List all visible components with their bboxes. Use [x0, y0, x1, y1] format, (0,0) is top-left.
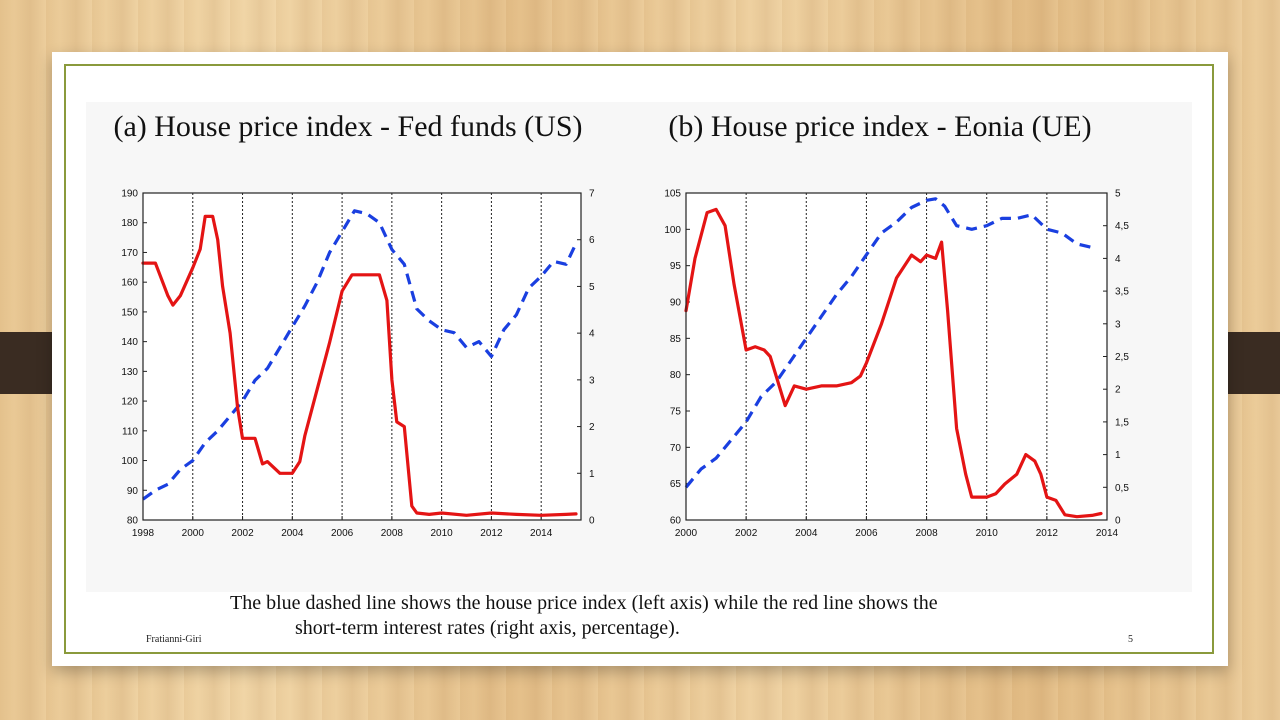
chart-b-xtick-label-2004: 2004 [795, 528, 818, 539]
chart-b-ytick-right-label: 2 [1115, 385, 1121, 396]
chart-b-ytick-right-label: 0 [1115, 516, 1121, 527]
chart-a-ytick-right-label: 0 [589, 516, 595, 527]
chart-a-ytick-right-label: 6 [589, 235, 595, 246]
chart-a-ytick-left-label: 80 [127, 516, 139, 527]
chart-a-ytick-right-label: 7 [589, 189, 595, 200]
chart-a-xtick-label-2008: 2008 [381, 528, 404, 539]
chart-b-ytick-right-label: 3,5 [1115, 287, 1129, 298]
slide-frame [64, 64, 1214, 654]
chart-a-ytick-left-label: 130 [121, 367, 138, 378]
chart-a-xtick-label-2002: 2002 [231, 528, 254, 539]
caption-line-2: short-term interest rates (right axis, p… [295, 617, 680, 639]
chart-b-xtick-label-2012: 2012 [1036, 528, 1059, 539]
chart-a-ytick-right-label: 3 [589, 375, 595, 386]
chart-b-plot-frame [685, 192, 1108, 521]
chart-b-ytick-right-label: 1,5 [1115, 417, 1129, 428]
chart-b-ytick-right-label: 0,5 [1115, 483, 1129, 494]
chart-b-ytick-right-label: 2,5 [1115, 352, 1129, 363]
chart-a-ytick-right-label: 4 [589, 329, 595, 340]
chart-b-ytick-left-label: 105 [664, 189, 681, 200]
chart-b-ytick-right-label: 3 [1115, 319, 1121, 330]
chart-a-title: (a) House price index - Fed funds (US) [113, 110, 582, 143]
chart-a-ytick-right-label: 5 [589, 282, 595, 293]
chart-a-ytick-left-label: 170 [121, 248, 138, 259]
chart-b-ytick-right-label: 4,5 [1115, 221, 1129, 232]
chart-b-ytick-left-label: 60 [670, 516, 682, 527]
chart-a-ytick-right-label: 2 [589, 422, 595, 433]
chart-b-ytick-left-label: 80 [670, 370, 682, 381]
chart-a-interest-rate-line [141, 214, 578, 517]
chart-b-ytick-left-label: 70 [670, 443, 682, 454]
chart-a-ytick-left-label: 190 [121, 189, 138, 200]
chart-b-interest-rate-line [684, 207, 1103, 519]
chart-b-title: (b) House price index - Eonia (UE) [668, 110, 1091, 143]
chart-b-plot-area [686, 193, 1107, 520]
footer-page-number: 5 [1128, 634, 1133, 645]
chart-a-xtick-label-2010: 2010 [431, 528, 454, 539]
chart-a-ytick-left-label: 180 [121, 218, 138, 229]
chart-a-xtick-label-2014: 2014 [530, 528, 553, 539]
chart-a-ytick-left-label: 110 [122, 426, 138, 437]
chart-a-xtick-label-2012: 2012 [480, 528, 503, 539]
chart-b-xtick-label-2006: 2006 [855, 528, 878, 539]
chart-a-xtick-label-1998: 1998 [132, 528, 155, 539]
chart-b-xtick-label-2002: 2002 [735, 528, 758, 539]
chart-a-xtick-label-2004: 2004 [281, 528, 304, 539]
footer-author: Fratianni-Giri [146, 634, 202, 645]
chart-b-xtick-label-2010: 2010 [976, 528, 999, 539]
chart-a-ytick-left-label: 160 [121, 278, 138, 289]
chart-b-house-price-line [684, 197, 1093, 489]
chart-b-ytick-left-label: 90 [670, 298, 682, 309]
chart-b-ytick-left-label: 100 [664, 225, 681, 236]
chart-a-ytick-right-label: 1 [589, 469, 595, 480]
chart-b-xtick-label-2000: 2000 [675, 528, 698, 539]
chart-a-house-price-line [142, 209, 578, 501]
chart-b-ytick-left-label: 85 [670, 334, 682, 345]
chart-a-ytick-left-label: 90 [127, 486, 139, 497]
chart-b-xtick-label-2008: 2008 [915, 528, 938, 539]
chart-a-plot-area [143, 193, 581, 520]
chart-b-xtick-label-2014: 2014 [1096, 528, 1119, 539]
chart-a-xtick-label-2000: 2000 [182, 528, 205, 539]
chart-b-ytick-left-label: 95 [670, 261, 682, 272]
chart-a-ytick-left-label: 120 [121, 397, 138, 408]
chart-a-ytick-left-label: 150 [121, 307, 138, 318]
chart-a-xtick-label-2006: 2006 [331, 528, 354, 539]
chart-b-ytick-left-label: 75 [670, 407, 682, 418]
caption-line-1: The blue dashed line shows the house pri… [230, 592, 938, 614]
chart-b-ytick-right-label: 4 [1115, 254, 1121, 265]
chart-a-ytick-left-label: 140 [121, 337, 138, 348]
chart-b-ytick-left-label: 65 [670, 479, 682, 490]
chart-a-ytick-left-label: 100 [121, 456, 138, 467]
chart-b-ytick-right-label: 1 [1115, 450, 1121, 461]
chart-a-plot-frame [142, 192, 582, 521]
chart-b-ytick-right-label: 5 [1115, 189, 1121, 200]
figure-caption: The blue dashed line shows the house pri… [160, 591, 1140, 641]
